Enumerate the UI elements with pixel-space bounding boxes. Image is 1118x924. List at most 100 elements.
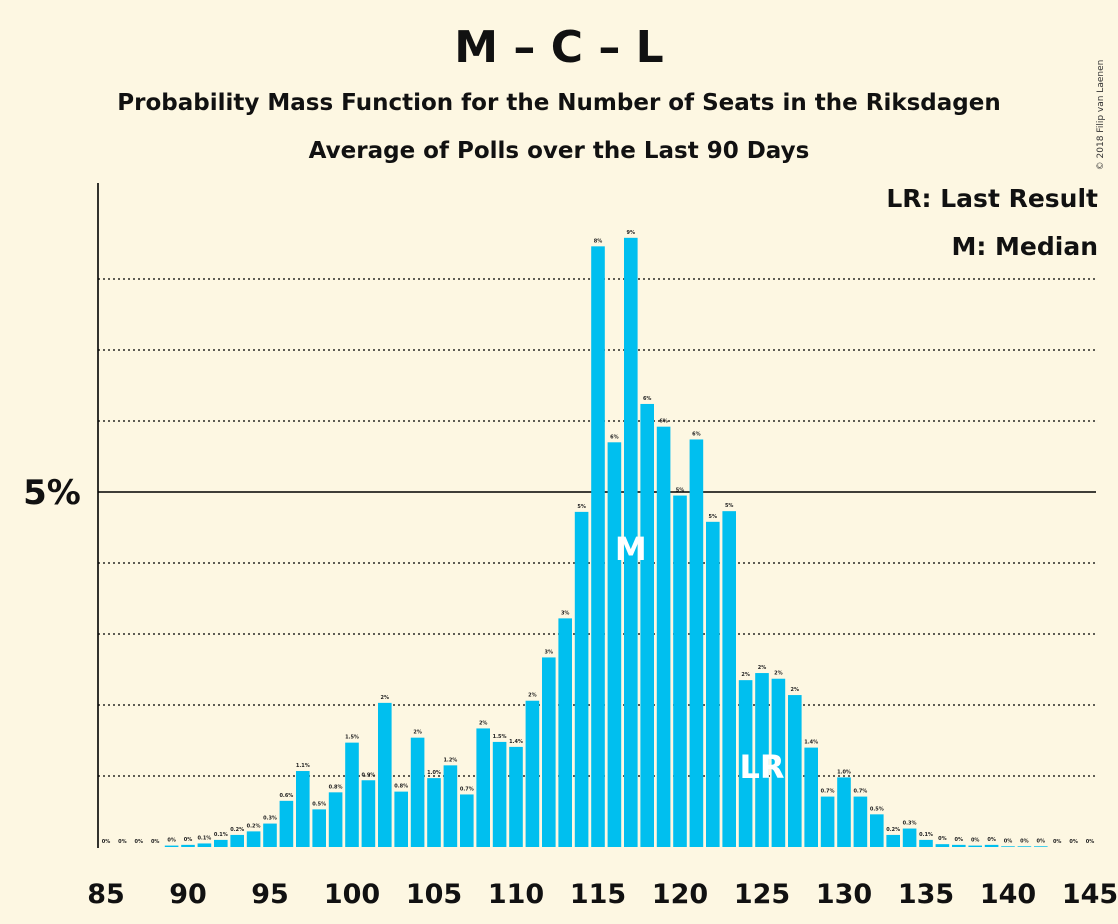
bar-seat-102	[378, 702, 392, 847]
bar-seat-116	[607, 442, 622, 847]
x-tick-label: 120	[652, 879, 708, 910]
bar-seat-138	[968, 845, 982, 847]
bar-seat-104	[410, 737, 425, 847]
bar-seat-134	[902, 828, 917, 847]
bar-label: 0.7%	[460, 786, 474, 792]
bar-seat-127	[788, 695, 802, 847]
bar-seat-103	[394, 791, 408, 847]
bar-label: 5%	[676, 488, 685, 494]
bar-seat-100	[345, 742, 359, 847]
bar-seat-124	[738, 680, 753, 847]
bar-seat-128	[804, 747, 818, 847]
bar-label: 2%	[528, 693, 537, 699]
bar-label: 0%	[1020, 838, 1029, 844]
bar-seat-114	[574, 511, 589, 847]
bar-seat-120	[673, 495, 687, 847]
bar-seat-110	[509, 746, 523, 847]
bar-seat-140	[1001, 846, 1015, 847]
bar-label: 0%	[102, 839, 111, 845]
last-result-marker: LR	[739, 748, 784, 786]
bar-seat-142	[1034, 846, 1048, 847]
bar-label: 0%	[167, 838, 176, 844]
chart-subtitle: Probability Mass Function for the Number…	[117, 90, 1001, 116]
bar-label: 9%	[627, 230, 636, 236]
bar-seat-106	[443, 765, 458, 847]
bar-label: 0%	[135, 839, 144, 845]
bar-seat-130	[837, 777, 851, 847]
x-tick-label: 100	[324, 879, 380, 910]
bar-seat-97	[296, 771, 310, 847]
bar-label: 0.7%	[821, 789, 835, 795]
x-tick-label: 145	[1062, 879, 1118, 910]
bar-seat-109	[492, 741, 507, 847]
bar-seat-94	[246, 831, 261, 847]
bar-label: 0.2%	[886, 827, 900, 833]
bar-label: 0.1%	[214, 832, 228, 838]
bar-label: 0%	[184, 837, 193, 843]
bar-label: 0%	[1053, 839, 1062, 845]
bar-label: 5%	[725, 503, 734, 509]
bar-seat-123	[722, 511, 736, 847]
x-tick-label: 90	[169, 879, 207, 910]
bar-label: 0.2%	[247, 823, 261, 829]
bar-label: 0%	[938, 836, 947, 842]
bar-seat-133	[886, 834, 900, 847]
bar-label: 0%	[971, 838, 980, 844]
bar-label: 6%	[643, 396, 652, 402]
bar-label: 1.4%	[804, 740, 818, 746]
bar-label: 1.2%	[443, 757, 457, 763]
bar-seat-111	[525, 700, 540, 847]
bar-label: 0%	[151, 839, 160, 845]
bar-label: 1.0%	[837, 769, 851, 775]
bar-seat-141	[1017, 846, 1032, 847]
bar-seat-108	[476, 728, 490, 847]
bar-seat-132	[870, 814, 884, 847]
chart-title: M – C – L	[454, 22, 664, 73]
bar-label: 8%	[594, 238, 603, 244]
bar-seat-115	[591, 246, 605, 848]
bar-seat-135	[919, 839, 933, 847]
bar-label: 0%	[987, 837, 996, 843]
bar-label: 0.8%	[329, 784, 343, 790]
bar-seat-93	[230, 834, 244, 847]
bar-label: 1.5%	[345, 735, 359, 741]
bar-label: 0.5%	[870, 806, 884, 812]
bar-label: 2%	[381, 695, 390, 701]
x-tick-label: 85	[87, 879, 125, 910]
bar-seat-119	[656, 426, 671, 847]
bar-seat-136	[935, 844, 950, 847]
bar-label: 1.5%	[493, 734, 507, 740]
bar-seat-139	[984, 844, 999, 847]
bar-seat-118	[640, 403, 654, 847]
bar-seat-92	[214, 839, 228, 847]
bar-seat-95	[263, 823, 277, 847]
x-tick-label: 140	[980, 879, 1036, 910]
x-tick-label: 115	[570, 879, 626, 910]
legend-median: M: Median	[951, 232, 1098, 261]
y-tick-label: 5%	[23, 473, 81, 513]
x-tick-label: 125	[734, 879, 790, 910]
bar-seat-125	[755, 673, 769, 847]
chart-subtitle-2: Average of Polls over the Last 90 Days	[308, 138, 810, 164]
bar-label: 0%	[955, 837, 964, 843]
bar-label: 0.7%	[853, 789, 867, 795]
bar-label: 0.3%	[263, 816, 277, 822]
bar-seat-99	[328, 792, 343, 847]
legend-last-result: LR: Last Result	[886, 184, 1098, 213]
bar-seat-129	[820, 796, 835, 847]
bar-seat-89	[164, 845, 179, 847]
bar-label: 5%	[709, 514, 718, 520]
bar-label: 0.2%	[230, 827, 244, 833]
bar-label: 3%	[561, 610, 570, 616]
median-marker: M	[615, 530, 647, 568]
bar-label: 0.9%	[361, 772, 375, 778]
bar-seat-112	[542, 657, 556, 847]
bar-label: 0.1%	[197, 835, 211, 841]
bar-label: 2%	[791, 687, 800, 693]
bar-label: 0%	[1037, 838, 1046, 844]
bar-seat-107	[460, 794, 474, 847]
bar-label: 6%	[692, 431, 701, 437]
bar-label: 1.4%	[509, 739, 523, 745]
x-tick-label: 105	[406, 879, 462, 910]
